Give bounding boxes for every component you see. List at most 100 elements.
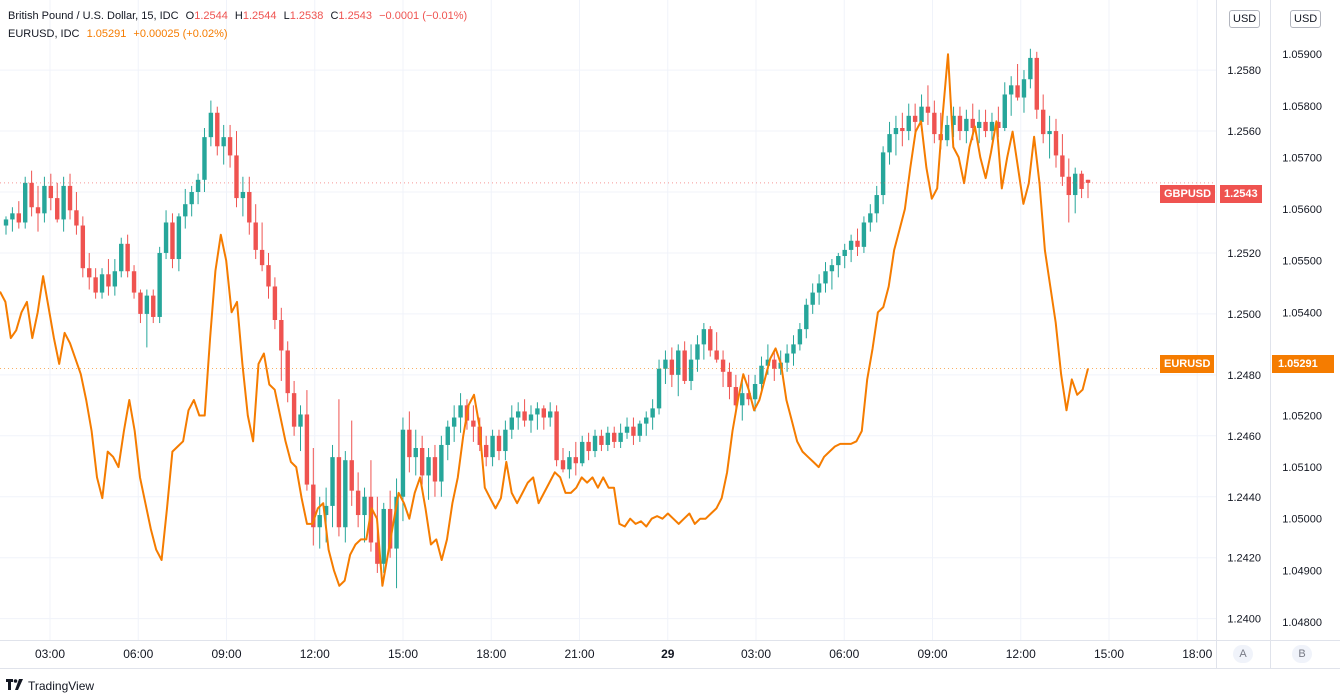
candle-body: [285, 350, 290, 394]
candle-body: [951, 115, 956, 125]
candle: [624, 417, 630, 439]
candle: [656, 359, 662, 415]
eur-y-tick-label: 1.04900: [1282, 565, 1322, 577]
candle: [1079, 170, 1084, 199]
eurusd-price-tag: 1.05291: [1272, 355, 1334, 373]
x-tick-label: 29: [661, 647, 675, 661]
candle: [106, 259, 111, 296]
right-scale-unit-button[interactable]: USD: [1290, 10, 1322, 28]
candle: [644, 411, 649, 436]
candle-body: [439, 444, 444, 482]
eur-y-tick-label: 1.05200: [1282, 410, 1322, 422]
candle-body: [573, 457, 579, 464]
candle: [138, 289, 143, 324]
grid: [0, 0, 1216, 640]
candle-body: [624, 426, 630, 433]
candle-body: [1028, 57, 1033, 80]
candle-body: [964, 118, 969, 132]
candle: [343, 451, 348, 543]
candle-body: [592, 435, 598, 452]
candle-body: [1053, 131, 1059, 156]
candle-body: [304, 414, 310, 485]
candle-body: [317, 515, 322, 528]
candle: [400, 417, 406, 522]
candle: [580, 435, 585, 467]
gbp-y-tick-label: 1.2500: [1227, 309, 1261, 321]
candle: [227, 124, 233, 168]
left-scale-unit-button[interactable]: USD: [1229, 10, 1261, 28]
candle-body: [67, 185, 73, 211]
candle-body: [976, 121, 982, 128]
candle: [868, 204, 873, 232]
candle-body: [279, 320, 284, 351]
candle: [215, 106, 220, 156]
candle: [221, 124, 226, 165]
candle-body: [362, 496, 367, 516]
x-tick-label: 03:00: [741, 647, 771, 661]
candle-body: [176, 216, 182, 260]
candle: [298, 405, 303, 452]
candle: [714, 332, 719, 363]
candle-body: [323, 505, 329, 516]
candle-body: [599, 435, 604, 445]
x-tick-label: 18:00: [1182, 647, 1212, 661]
candle-body: [48, 185, 54, 199]
gbp-y-tick-label: 1.2460: [1227, 431, 1261, 443]
eurusd-series: [0, 53, 1216, 587]
candle: [874, 185, 879, 223]
candle-body: [375, 542, 380, 564]
candle-body: [676, 350, 681, 375]
candle-body: [407, 429, 412, 458]
candle: [119, 237, 124, 278]
candle: [925, 85, 931, 125]
candle-body: [234, 155, 239, 199]
candle-body: [650, 408, 655, 418]
candle: [996, 106, 1001, 138]
x-tick-label: 06:00: [829, 647, 859, 661]
eurusd-legend: EURUSD, IDC 1.05291 +0.00025 (+0.02%): [8, 28, 232, 40]
scale-b-button[interactable]: B: [1292, 645, 1312, 663]
candle: [151, 289, 156, 324]
candle: [720, 350, 726, 388]
candle: [592, 429, 598, 458]
candle: [548, 402, 553, 427]
candle-body: [125, 243, 130, 272]
candle-body: [349, 460, 354, 491]
candle: [535, 402, 540, 430]
candle-body: [637, 423, 643, 436]
candle: [567, 451, 572, 479]
candle: [490, 429, 495, 467]
candle-body: [330, 457, 335, 506]
candle-body: [451, 417, 457, 427]
candle-body: [247, 192, 252, 223]
candle: [816, 274, 822, 305]
candle-body: [784, 353, 790, 363]
candle-body: [900, 128, 905, 132]
candle: [887, 121, 892, 165]
x-tick-label: 03:00: [35, 647, 65, 661]
gbpusd-legend-change: −0.0001 (−0.01%): [379, 10, 468, 22]
candle: [93, 268, 98, 299]
candle: [413, 429, 418, 476]
tradingview-brand[interactable]: TradingView: [6, 678, 94, 693]
candle: [1072, 167, 1078, 214]
candle: [362, 487, 367, 543]
candle-body: [535, 408, 540, 415]
gbp-y-tick-label: 1.2480: [1227, 370, 1261, 382]
candle: [80, 216, 86, 278]
candle: [29, 170, 34, 217]
candle: [35, 185, 41, 232]
candle: [784, 344, 790, 372]
candle-body: [87, 268, 92, 278]
candle-body: [906, 115, 911, 132]
candle-body: [253, 222, 258, 250]
candle: [708, 326, 713, 357]
candle-body: [720, 359, 726, 372]
candle: [304, 390, 310, 491]
candle-body: [752, 384, 758, 400]
candle-body: [560, 460, 566, 470]
tradingview-logo-icon: [6, 678, 24, 693]
candle: [752, 374, 758, 412]
auto-scale-button[interactable]: A: [1233, 645, 1253, 663]
